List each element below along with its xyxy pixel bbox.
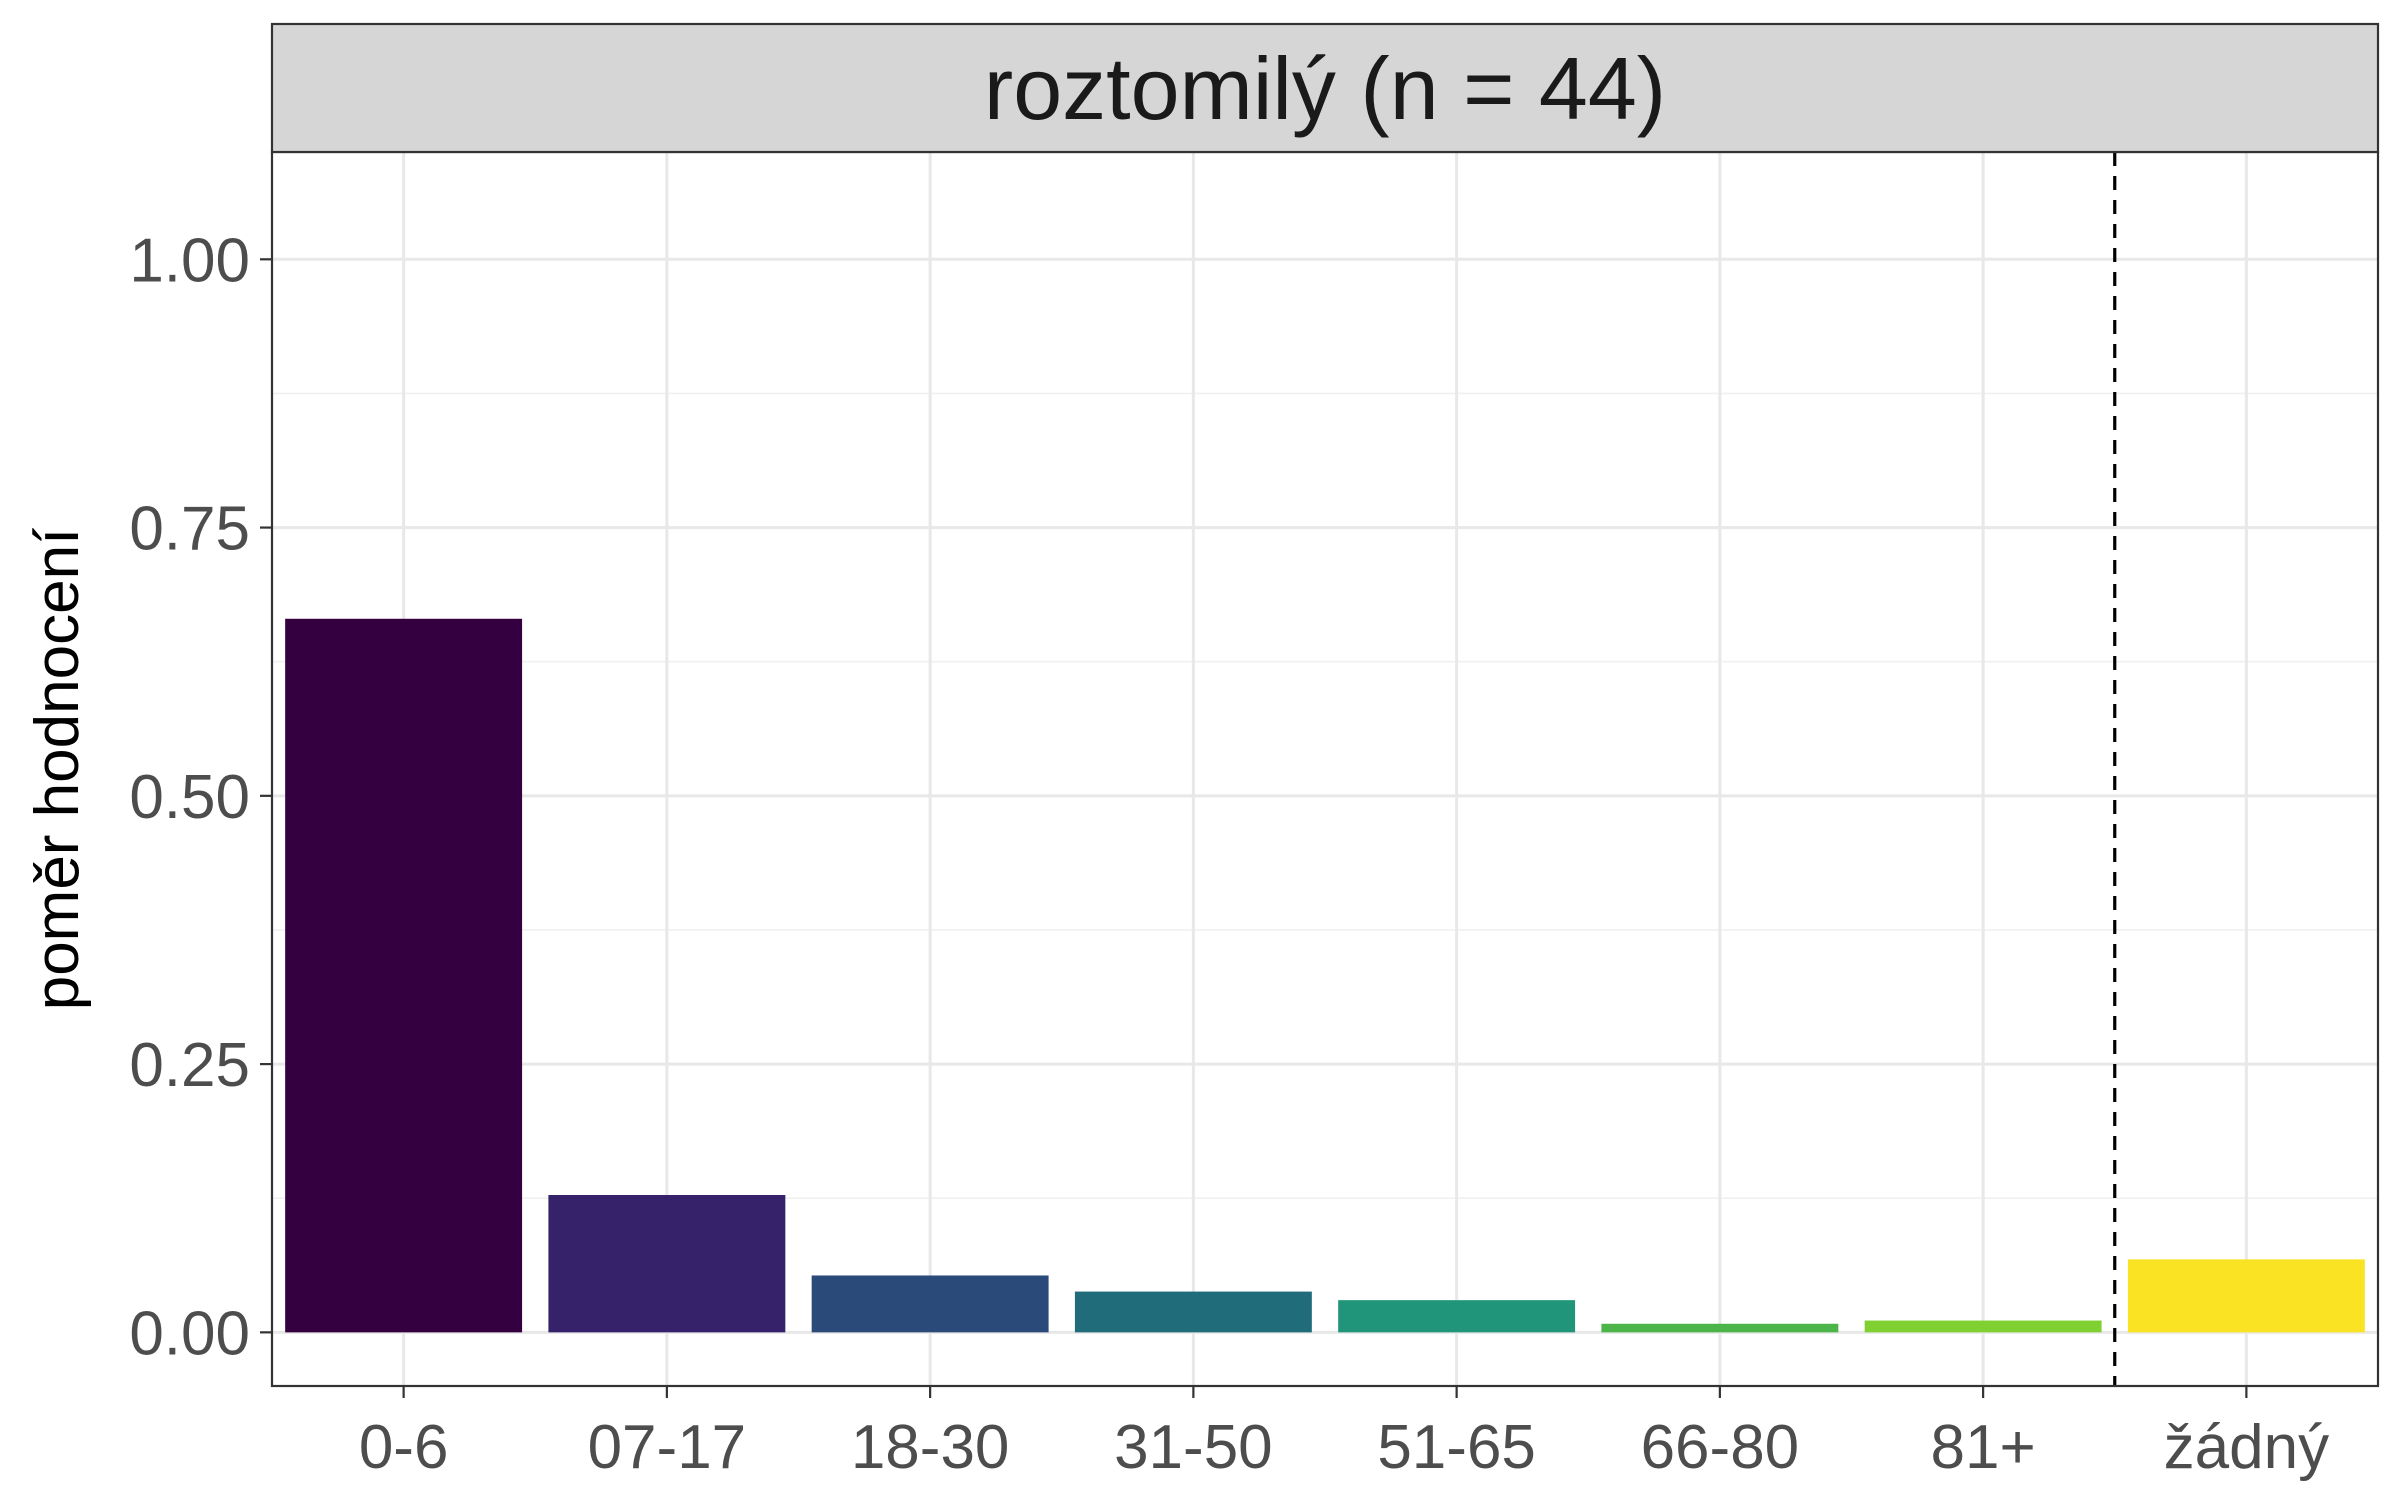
y-tick-label: 0.25 <box>129 1031 250 1100</box>
x-tick-label: 0-6 <box>359 1413 449 1482</box>
x-tick-label: 51-65 <box>1377 1413 1536 1482</box>
x-tick-label: 81+ <box>1931 1413 2036 1482</box>
bar-51-65 <box>1338 1300 1576 1333</box>
bar-07-17 <box>548 1194 786 1333</box>
x-tick-label: 07-17 <box>588 1413 747 1482</box>
bar-0-6 <box>285 618 523 1333</box>
bar-81+ <box>1864 1320 2102 1333</box>
y-tick-label: 0.50 <box>129 763 250 832</box>
grid-lines <box>272 152 2378 1386</box>
x-tick-label: 31-50 <box>1114 1413 1273 1482</box>
bar-žádný <box>2127 1259 2365 1333</box>
y-tick-label: 1.00 <box>129 226 250 295</box>
x-tick-label: žádný <box>2164 1413 2329 1482</box>
facet-title: roztomilý (n = 44) <box>984 39 1666 138</box>
bar-18-30 <box>811 1275 1049 1333</box>
bar-31-50 <box>1074 1291 1312 1333</box>
facet-strip <box>270 22 2380 154</box>
bar-66-80 <box>1601 1323 1839 1333</box>
y-axis-title: poměr hodnocení <box>23 528 92 1011</box>
y-axis: 0.00 0.25 0.50 0.75 1.00 <box>129 226 272 1368</box>
x-tick-label: 18-30 <box>851 1413 1010 1482</box>
y-tick-label: 0.00 <box>129 1299 250 1368</box>
y-tick-label: 0.75 <box>129 495 250 564</box>
x-tick-label: 66-80 <box>1641 1413 1800 1482</box>
bars <box>285 618 2365 1333</box>
x-axis: 0-6 07-17 18-30 31-50 51-65 66-80 81+ žádný <box>359 1386 2329 1482</box>
